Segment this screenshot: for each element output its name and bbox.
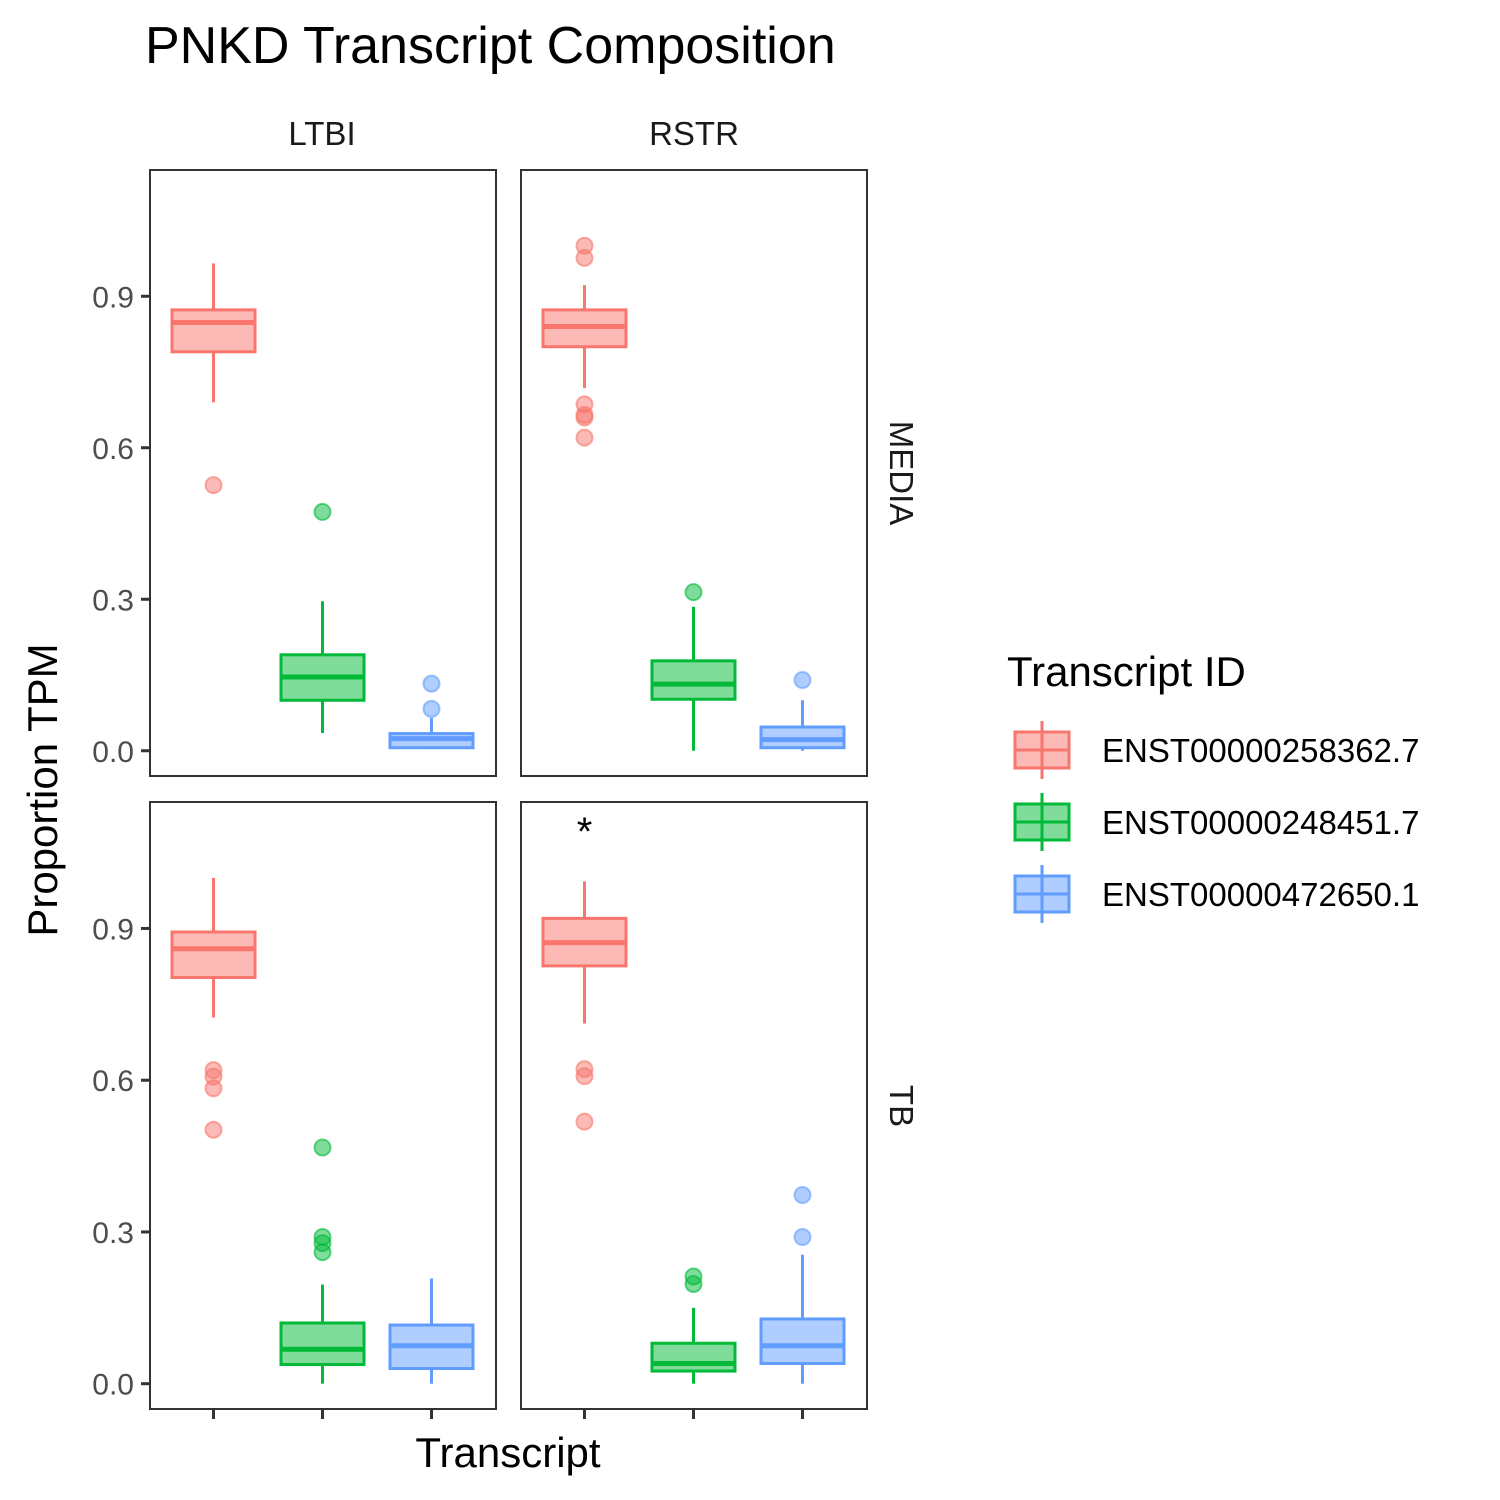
box-body [759,1317,846,1365]
box-body [170,930,257,980]
outlier-point [684,1267,703,1286]
legend-label: ENST00000258362.7 [1102,732,1419,769]
outlier-point [793,1186,812,1205]
outlier-point [575,236,594,255]
legend-label: ENST00000472650.1 [1102,876,1419,913]
outlier-point [575,1112,594,1131]
panel-media-rstr [520,169,868,777]
box-1 [170,263,257,495]
outlier-point [313,502,332,521]
strip-label-media: MEDIA [883,421,920,526]
box-2 [650,1267,737,1384]
box-1 [170,877,257,1139]
significance-annotation: * [577,810,593,854]
outlier-point [793,1228,812,1247]
y-tick-label: 0.6 [92,1065,134,1098]
box-2 [279,1138,366,1384]
panels: 0.0 0.3 0.6 0.9 0.0 0.3 0.6 0.9 * [92,169,868,1419]
y-tick-label: 0.0 [92,736,134,769]
y-axis-title: Proportion TPM [19,643,66,936]
box-1 [541,236,628,447]
strip-label-ltbi: LTBI [288,115,355,152]
legend-entry-3: ENST00000472650.1 [1013,865,1419,923]
y-tick-label: 0.3 [92,584,134,617]
box-body [650,1341,737,1373]
outlier-point [575,1060,594,1079]
outlier-point [575,428,594,447]
box-2 [279,502,366,734]
box-body [650,659,737,701]
y-tick-label: 0.0 [92,1369,134,1402]
panel-tb-ltbi: 0.0 0.3 0.6 0.9 [92,801,497,1419]
panel-tb-rstr: * [520,801,868,1419]
legend-entry-1: ENST00000258362.7 [1013,721,1419,779]
panel-border [520,169,868,777]
outlier-point [313,1138,332,1157]
box-3 [388,674,475,750]
outlier-point [204,1120,223,1139]
box-3 [759,671,846,751]
panel-media-ltbi: 0.0 0.3 0.6 0.9 [92,169,497,777]
box-body [170,308,257,354]
outlier-point [575,395,594,414]
outlier-point [422,699,441,718]
y-tick-label: 0.6 [92,433,134,466]
legend: Transcript ID ENST00000258362.7 ENST00000… [1007,648,1419,923]
outlier-point [422,674,441,693]
legend-entry-2: ENST00000248451.7 [1013,793,1419,851]
legend-title: Transcript ID [1007,648,1246,695]
panel-border [149,169,497,777]
outlier-point [313,1228,332,1247]
box-3 [759,1186,846,1384]
y-tick-label: 0.3 [92,1217,134,1250]
box-1 [541,881,628,1131]
box-3 [388,1278,475,1384]
strip-label-tb: TB [883,1085,920,1127]
outlier-point [684,583,703,602]
chart-title: PNKD Transcript Composition [145,17,836,75]
legend-label: ENST00000248451.7 [1102,804,1419,841]
box-body [279,1321,366,1366]
y-tick-label: 0.9 [92,281,134,314]
box-2 [650,583,737,751]
x-axis-title: Transcript [415,1429,600,1476]
outlier-point [793,671,812,690]
y-tick-label: 0.9 [92,913,134,946]
outlier-point [204,476,223,495]
strip-label-rstr: RSTR [649,115,739,152]
outlier-point [204,1061,223,1080]
